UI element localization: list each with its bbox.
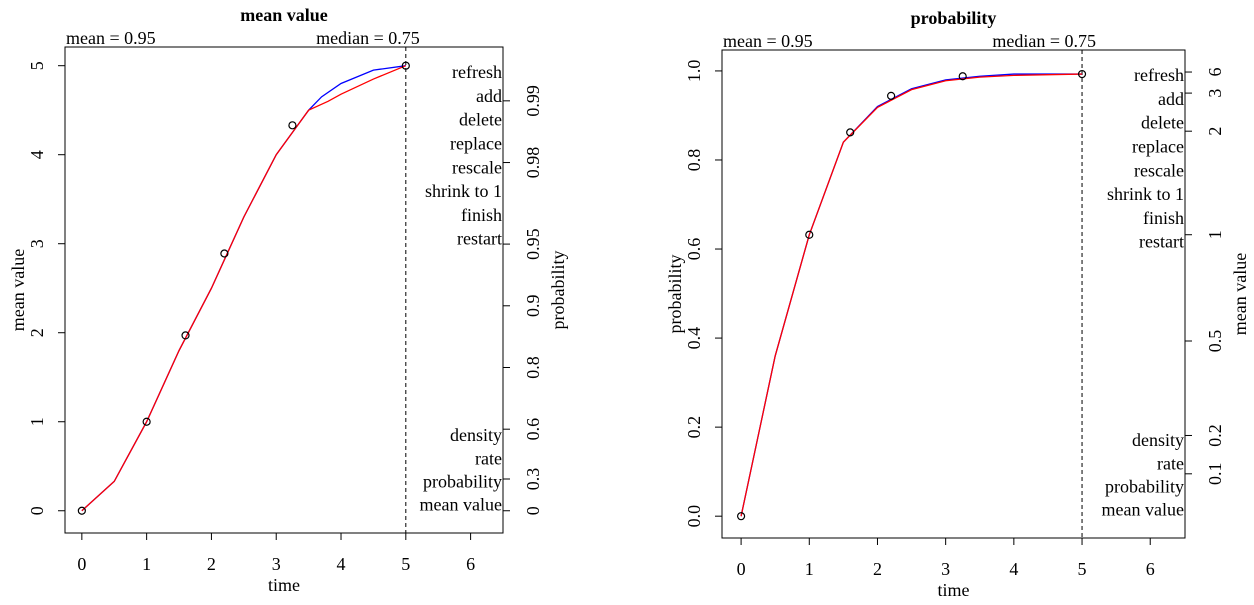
x-tick-label: 3	[272, 554, 281, 574]
x-tick-label: 2	[873, 559, 882, 579]
point	[220, 249, 229, 258]
point	[887, 91, 896, 100]
x-tick-label: 1	[805, 559, 814, 579]
x-tick-label: 2	[207, 554, 216, 574]
y-tick-label: 2	[27, 328, 47, 337]
curve	[740, 73, 1083, 517]
point	[181, 331, 190, 340]
y-tick-label: 0	[27, 506, 47, 515]
plot-menu-item[interactable]: density	[450, 425, 502, 445]
annotation: median = 0.75	[992, 31, 1096, 51]
x-tick-label: 5	[1078, 559, 1087, 579]
chart-title: mean value	[240, 5, 328, 25]
y-tick-label: 3	[27, 239, 47, 248]
y2-tick-label: 0.99	[523, 85, 543, 117]
menu-item[interactable]: refresh	[1134, 65, 1184, 85]
menu-item[interactable]: delete	[459, 110, 502, 130]
annotation: median = 0.75	[316, 28, 420, 48]
y-axis-label: mean value	[8, 249, 28, 331]
y2-tick-label: 0.9	[523, 295, 543, 318]
plot-menu-item[interactable]: probability	[423, 472, 502, 492]
menu-item[interactable]: rescale	[1134, 160, 1184, 180]
y2-axis-label: mean value	[1230, 253, 1250, 335]
y2-tick-label: 1	[1205, 230, 1225, 239]
curve	[81, 65, 406, 512]
y-axis-label: probability	[665, 255, 685, 334]
curve	[81, 65, 407, 512]
plot-box	[721, 49, 1186, 539]
y-tick-label: 1	[27, 417, 47, 426]
y2-tick-label: 0.1	[1205, 463, 1225, 486]
point	[805, 230, 814, 239]
x-tick-label: 5	[401, 554, 410, 574]
y-tick-label: 5	[27, 61, 47, 70]
y2-tick-label: 3	[1205, 89, 1225, 98]
x-tick-label: 4	[337, 554, 346, 574]
y2-tick-label: 2	[1205, 127, 1225, 136]
menu-item[interactable]: rescale	[452, 157, 502, 177]
plot-menu-item[interactable]: density	[1132, 430, 1184, 450]
y2-tick-label: 6	[1205, 68, 1225, 77]
x-tick-label: 3	[941, 559, 950, 579]
plot-menu-item[interactable]: rate	[475, 448, 502, 468]
point	[736, 512, 746, 521]
menu-item[interactable]: finish	[461, 205, 502, 225]
x-tick-label: 0	[737, 559, 746, 579]
menu-item[interactable]: delete	[1141, 113, 1184, 133]
plot-menu-item[interactable]: mean value	[1102, 500, 1184, 520]
annotation: mean = 0.95	[66, 28, 156, 48]
plot-box	[64, 46, 504, 534]
y-tick-label: 0.0	[684, 505, 704, 528]
plot-menu-item[interactable]: mean value	[420, 495, 502, 515]
y2-tick-label: 0.95	[523, 228, 543, 260]
y-tick-label: 0.8	[684, 149, 704, 172]
menu-item[interactable]: shrink to 1	[425, 181, 502, 201]
menu-item[interactable]: replace	[450, 134, 502, 154]
y2-tick-label: 0.3	[523, 468, 543, 491]
annotation: mean = 0.95	[723, 31, 813, 51]
menu-item[interactable]: shrink to 1	[1107, 184, 1184, 204]
y-tick-label: 1.0	[684, 60, 704, 83]
x-axis-label: time	[938, 580, 970, 600]
point	[288, 121, 297, 130]
chart-title: probability	[911, 8, 997, 28]
y2-tick-label: 0.8	[523, 356, 543, 379]
menu-item[interactable]: finish	[1143, 208, 1184, 228]
menu-item[interactable]: replace	[1132, 137, 1184, 157]
y2-tick-label: 0.5	[1205, 330, 1225, 353]
point	[846, 128, 855, 137]
y2-tick-label: 0.2	[1205, 424, 1225, 447]
y-tick-label: 0.2	[684, 416, 704, 439]
point	[77, 506, 86, 515]
y2-tick-label: 0.98	[523, 147, 543, 179]
y-tick-label: 4	[27, 150, 47, 159]
plot-menu-item[interactable]: probability	[1105, 477, 1184, 497]
y-tick-label: 0.6	[684, 238, 704, 260]
plot-menu-item[interactable]: rate	[1157, 453, 1184, 473]
x-tick-label: 6	[1146, 559, 1155, 579]
menu-item[interactable]: refresh	[452, 62, 502, 82]
x-axis-label: time	[268, 575, 300, 595]
menu-item[interactable]: restart	[1139, 232, 1184, 252]
y2-tick-label: 0	[523, 506, 543, 515]
point	[1077, 69, 1087, 79]
y-tick-label: 0.4	[684, 327, 704, 350]
point	[401, 61, 410, 70]
y2-axis-label: probability	[548, 251, 568, 330]
x-tick-label: 4	[1009, 559, 1018, 579]
x-tick-label: 6	[466, 554, 475, 574]
y2-tick-label: 0.6	[523, 418, 543, 441]
x-tick-label: 0	[77, 554, 86, 574]
menu-item[interactable]: add	[476, 86, 502, 106]
point	[958, 72, 967, 81]
x-tick-label: 1	[142, 554, 151, 574]
menu-item[interactable]: add	[1158, 89, 1184, 109]
point	[142, 417, 151, 426]
menu-item[interactable]: restart	[457, 229, 502, 249]
